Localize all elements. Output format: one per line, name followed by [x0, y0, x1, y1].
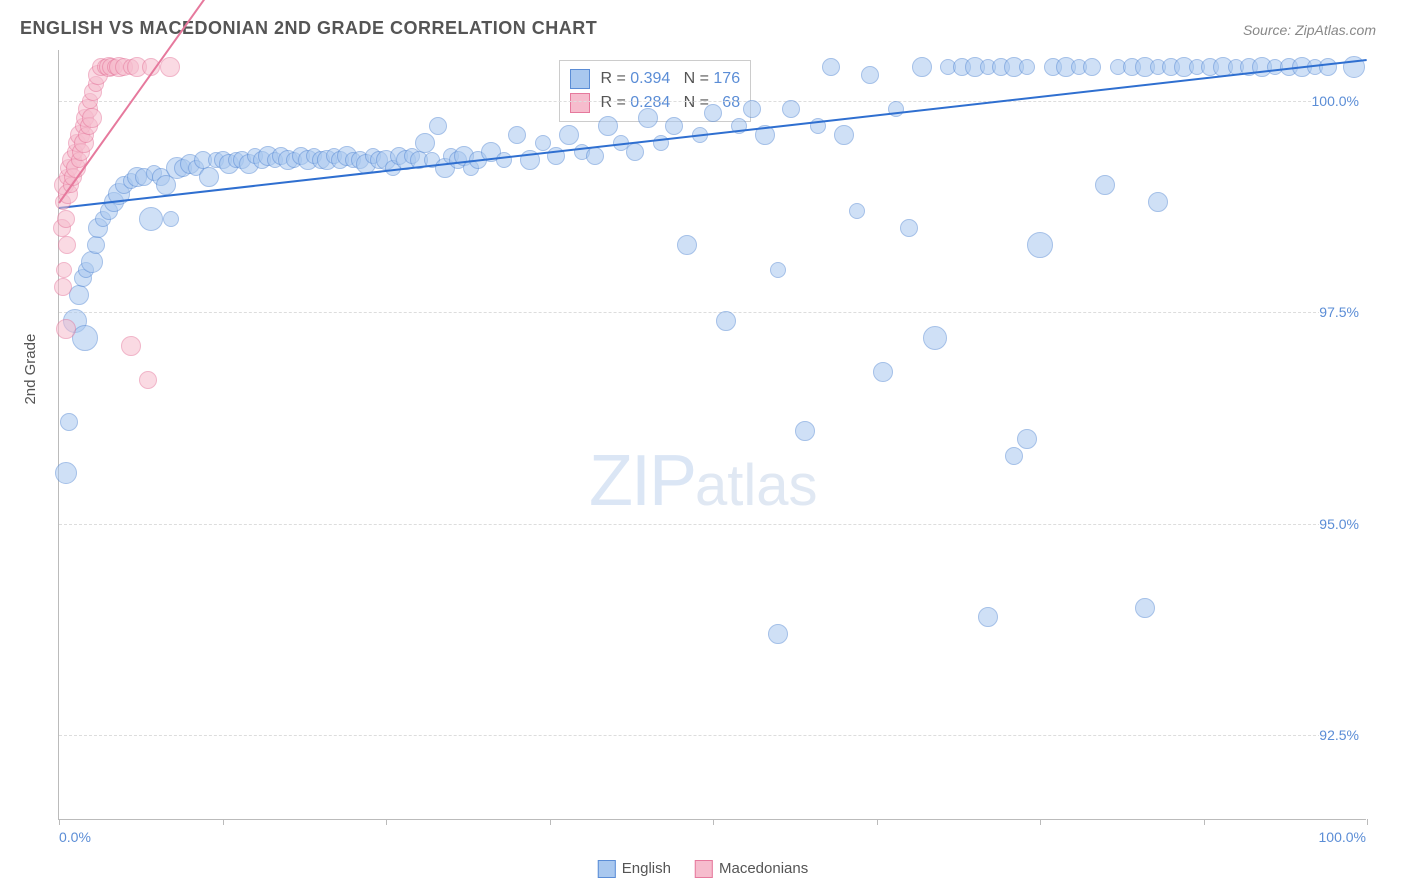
x-min-label: 0.0% — [59, 829, 91, 845]
scatter-point — [415, 133, 435, 153]
scatter-point — [139, 371, 157, 389]
scatter-point — [704, 104, 722, 122]
y-axis-title: 2nd Grade — [22, 334, 39, 405]
chart-container: ENGLISH VS MACEDONIAN 2ND GRADE CORRELAT… — [0, 0, 1406, 892]
scatter-point — [665, 117, 683, 135]
scatter-point — [57, 210, 75, 228]
x-tick — [550, 819, 551, 825]
gridline-h — [59, 735, 1366, 736]
scatter-point — [429, 117, 447, 135]
scatter-point — [822, 58, 840, 76]
legend-swatch-icon — [570, 69, 590, 89]
scatter-point — [770, 262, 786, 278]
scatter-point — [1148, 192, 1168, 212]
scatter-point — [677, 235, 697, 255]
scatter-point — [598, 116, 618, 136]
plot-area: ZIPatlas R = 0.394 N = 176 R = 0.284 N =… — [58, 50, 1366, 820]
legend-label: English — [622, 860, 671, 877]
x-tick — [1367, 819, 1368, 825]
scatter-point — [81, 251, 103, 273]
x-tick — [1204, 819, 1205, 825]
scatter-point — [795, 421, 815, 441]
scatter-point — [1319, 58, 1337, 76]
y-tick-label: 97.5% — [1319, 304, 1367, 320]
legend-item: Macedonians — [695, 860, 808, 878]
scatter-point — [559, 125, 579, 145]
scatter-point — [55, 462, 77, 484]
scatter-point — [1019, 59, 1035, 75]
watermark-zip: ZIP — [589, 441, 695, 521]
scatter-point — [782, 100, 800, 118]
scatter-point — [54, 278, 72, 296]
scatter-point — [72, 325, 98, 351]
scatter-point — [861, 66, 879, 84]
y-tick-label: 95.0% — [1319, 516, 1367, 532]
scatter-point — [1095, 175, 1115, 195]
scatter-point — [56, 319, 76, 339]
gridline-h — [59, 312, 1366, 313]
scatter-point — [912, 57, 932, 77]
x-max-label: 100.0% — [1319, 829, 1366, 845]
x-tick — [877, 819, 878, 825]
scatter-point — [58, 236, 76, 254]
scatter-point — [508, 126, 526, 144]
y-tick-label: 100.0% — [1312, 93, 1367, 109]
source-label: Source: ZipAtlas.com — [1243, 22, 1376, 38]
x-tick — [223, 819, 224, 825]
series-legend: English Macedonians — [598, 860, 808, 878]
scatter-point — [1135, 598, 1155, 618]
scatter-point — [743, 100, 761, 118]
scatter-point — [121, 336, 141, 356]
scatter-point — [834, 125, 854, 145]
scatter-point — [1083, 58, 1101, 76]
x-tick — [386, 819, 387, 825]
scatter-point — [873, 362, 893, 382]
chart-title: ENGLISH VS MACEDONIAN 2ND GRADE CORRELAT… — [20, 18, 597, 39]
watermark-atlas: atlas — [695, 453, 818, 518]
scatter-point — [626, 143, 644, 161]
scatter-point — [716, 311, 736, 331]
scatter-point — [163, 211, 179, 227]
watermark: ZIPatlas — [589, 440, 818, 522]
legend-stat-row: R = 0.394 N = 176 — [570, 67, 740, 91]
x-tick — [59, 819, 60, 825]
gridline-h — [59, 101, 1366, 102]
scatter-point — [923, 326, 947, 350]
scatter-point — [160, 57, 180, 77]
legend-item: English — [598, 860, 671, 878]
scatter-point — [82, 108, 102, 128]
gridline-h — [59, 524, 1366, 525]
legend-swatch-icon — [695, 860, 713, 878]
legend-swatch-icon — [598, 860, 616, 878]
scatter-point — [900, 219, 918, 237]
legend-stat-text: R = 0.394 N = 176 — [596, 67, 740, 91]
legend-label: Macedonians — [719, 860, 808, 877]
scatter-point — [586, 147, 604, 165]
scatter-point — [1027, 232, 1053, 258]
x-tick — [1040, 819, 1041, 825]
scatter-point — [978, 607, 998, 627]
scatter-point — [139, 207, 163, 231]
scatter-point — [638, 108, 658, 128]
scatter-point — [87, 236, 105, 254]
scatter-point — [1017, 429, 1037, 449]
x-tick — [713, 819, 714, 825]
y-tick-label: 92.5% — [1319, 727, 1367, 743]
scatter-point — [849, 203, 865, 219]
scatter-point — [1005, 447, 1023, 465]
scatter-point — [56, 262, 72, 278]
scatter-point — [768, 624, 788, 644]
scatter-point — [199, 167, 219, 187]
legend-swatch-icon — [570, 93, 590, 113]
scatter-point — [496, 152, 512, 168]
scatter-point — [60, 413, 78, 431]
